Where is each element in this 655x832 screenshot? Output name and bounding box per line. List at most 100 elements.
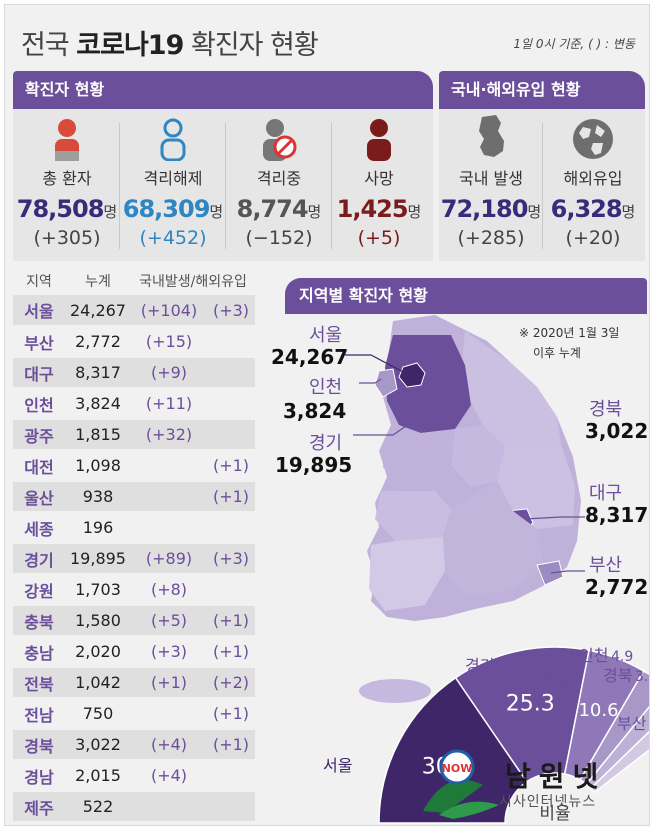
table-row: 전북 1,042 (+1) (+2) — [13, 667, 255, 699]
import-header: 국내·해외유입 현황 — [439, 71, 645, 109]
map-header: 지역별 확진자 현황 — [285, 278, 647, 314]
import-panel: 국내 발생 72,180명 (+285) 해외유입 6,328명 (+20) — [439, 109, 645, 261]
table-row: 전남 750 (+1) — [13, 698, 255, 730]
region-cell: 전남 — [13, 698, 65, 730]
ratio-name-label: 대구 — [541, 670, 570, 689]
person-red-icon — [55, 119, 79, 161]
region-cell: 충남 — [13, 636, 65, 668]
domestic-change-cell: (+89) — [131, 543, 207, 575]
total-cell: 1,042 — [65, 667, 131, 699]
page-title: 전국 코로나19 확진자 현황 — [21, 30, 319, 61]
map-value-gyeonggi: 19,895 — [275, 453, 353, 477]
domestic-change-cell: (+9) — [131, 357, 207, 389]
total-cell: 3,824 — [65, 388, 131, 420]
watermark-title: 남원넷 — [505, 760, 607, 793]
ratio-value-label: 3.5 — [649, 717, 650, 733]
map-value-seoul: 24,267 — [271, 345, 349, 369]
table-row: 서울 24,267 (+104) (+3) — [13, 295, 255, 327]
total-cell: 1,815 — [65, 419, 131, 451]
overseas-change-cell: (+3) — [207, 543, 255, 575]
table-row: 대구 8,317 (+9) — [13, 357, 255, 389]
domestic-change-cell: (+11) — [131, 388, 207, 420]
total-cell: 750 — [65, 698, 131, 730]
stat-overseas: 해외유입 6,328명 (+20) — [539, 109, 647, 249]
table-row: 부산 2,772 (+15) — [13, 326, 255, 358]
ratio-value-label: 25.3 — [506, 692, 555, 717]
domestic-change-cell: (+3) — [131, 636, 207, 668]
overseas-change-cell: (+1) — [207, 481, 255, 513]
domestic-change-cell — [131, 791, 207, 823]
overseas-change-cell — [207, 419, 255, 451]
region-cell: 전북 — [13, 667, 65, 699]
total-cell: 3,022 — [65, 729, 131, 761]
col-domestic-overseas: 국내발생/해외유입 — [139, 274, 247, 290]
map-value-gyeongbuk: 3,022 — [585, 419, 649, 443]
domestic-change-cell: (+4) — [131, 760, 207, 792]
stat-domestic: 국내 발생 72,180명 (+285) — [437, 109, 545, 249]
region-cell: 충북 — [13, 605, 65, 637]
total-cell: 522 — [65, 791, 131, 823]
overseas-change-cell — [207, 357, 255, 389]
domestic-change-cell: (+1) — [131, 667, 207, 699]
domestic-change-cell: (+5) — [131, 605, 207, 637]
total-cell: 24,267 — [65, 295, 131, 327]
ratio-name-label: 경기 — [465, 656, 494, 675]
total-cell: 19,895 — [65, 543, 131, 575]
svg-text:NOW: NOW — [442, 762, 473, 775]
region-cell: 대전 — [13, 450, 65, 482]
col-total: 누계 — [85, 274, 111, 290]
region-cell: 광주 — [13, 419, 65, 451]
map-label-seoul: 서울 — [309, 325, 343, 346]
map-value-incheon: 3,824 — [283, 399, 347, 423]
table-row: 경남 2,015 (+4) — [13, 760, 255, 792]
table-row: 제주 522 — [13, 791, 255, 823]
region-table: 지역 누계 국내발생/해외유입 서울 24,267 (+104) (+3) 부산 2,77… — [13, 267, 255, 823]
map-note: ※ 2020년 1월 3일 이후 누계 — [519, 326, 620, 360]
overseas-change-cell: (+1) — [207, 605, 255, 637]
map-label-gyeongbuk: 경북 — [589, 399, 623, 420]
table-row: 강원 1,703 (+8) — [13, 574, 255, 606]
table-row: 경기 19,895 (+89) (+3) — [13, 543, 255, 575]
person-dark-red-icon — [367, 119, 391, 161]
table-row: 울산 938 (+1) — [13, 481, 255, 513]
domestic-change-cell: (+104) — [131, 295, 207, 327]
region-cell: 인천 — [13, 388, 65, 420]
domestic-change-cell: (+8) — [131, 574, 207, 606]
overseas-change-cell: (+1) — [207, 450, 255, 482]
overseas-change-cell: (+3) — [207, 295, 255, 327]
domestic-change-cell: (+32) — [131, 419, 207, 451]
stat-isolated: 격리중 8,774명 (−152) — [225, 109, 333, 249]
total-cell: 2,015 — [65, 760, 131, 792]
overseas-change-cell — [207, 760, 255, 792]
person-prohibited-icon — [263, 119, 297, 161]
watermark-logo: NOW — [423, 749, 499, 819]
region-cell: 세종 — [13, 512, 65, 544]
region-cell: 울산 — [13, 481, 65, 513]
domestic-change-cell — [131, 481, 207, 513]
region-cell: 대구 — [13, 357, 65, 389]
map-label-gyeonggi: 경기 — [309, 433, 343, 454]
status-header: 확진자 현황 — [13, 71, 433, 109]
status-panel: 총 환자 78,508명 (+305) 격리해제 68,309명 (+452) … — [13, 109, 433, 261]
stat-death: 사망 1,425명 (+5) — [325, 109, 433, 249]
overseas-change-cell — [207, 574, 255, 606]
map-label-daegu: 대구 — [589, 483, 623, 504]
total-cell: 2,020 — [65, 636, 131, 668]
overseas-change-cell — [207, 388, 255, 420]
table-row: 광주 1,815 (+32) — [13, 419, 255, 451]
region-cell: 경남 — [13, 760, 65, 792]
stat-total: 총 환자 78,508명 (+305) — [13, 109, 121, 249]
globe-icon — [573, 119, 613, 159]
overseas-change-cell — [207, 791, 255, 823]
person-outline-icon — [160, 118, 186, 161]
domestic-change-cell: (+15) — [131, 326, 207, 358]
region-cell: 서울 — [13, 295, 65, 327]
total-cell: 2,772 — [65, 326, 131, 358]
total-cell: 1,098 — [65, 450, 131, 482]
map-value-daegu: 8,317 — [585, 503, 649, 527]
table-row: 인천 3,824 (+11) — [13, 388, 255, 420]
ratio-slice-1 — [454, 646, 590, 783]
domestic-change-cell — [131, 512, 207, 544]
total-cell: 8,317 — [65, 357, 131, 389]
overseas-change-cell: (+1) — [207, 729, 255, 761]
